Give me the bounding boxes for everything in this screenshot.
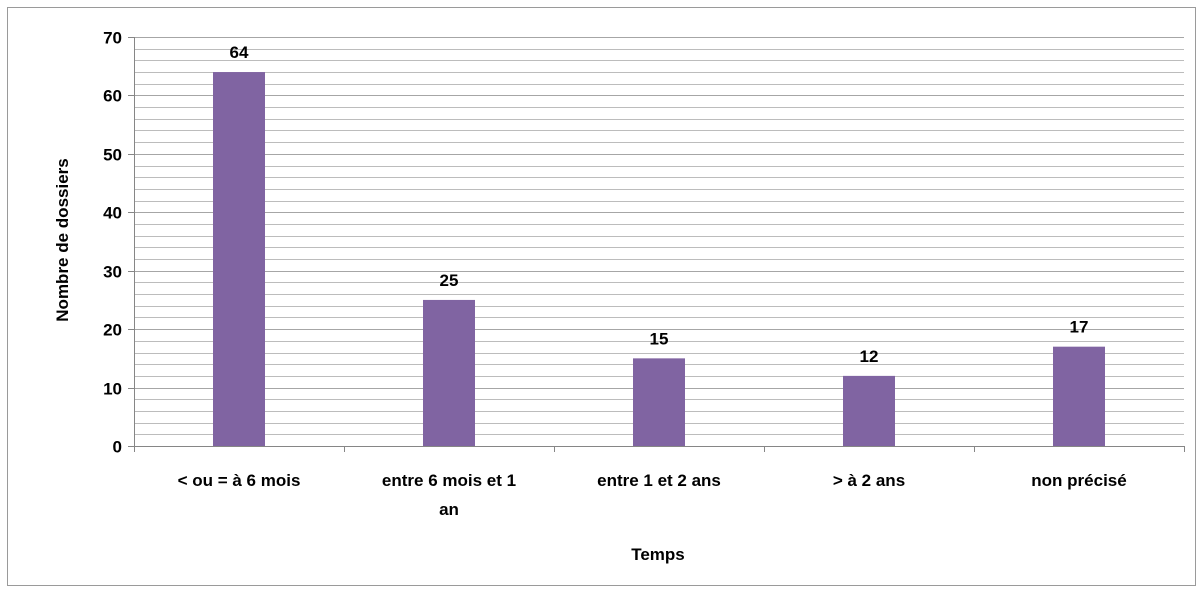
data-label: 12 xyxy=(860,347,879,366)
bar xyxy=(633,358,685,446)
bar xyxy=(843,375,895,446)
y-axis-title: Nombre de dossiers xyxy=(53,158,72,321)
x-category-label: > à 2 ans xyxy=(833,471,905,490)
data-label: 15 xyxy=(650,329,669,348)
x-category-label: entre 1 et 2 ans xyxy=(597,471,721,490)
data-label: 64 xyxy=(230,43,249,62)
y-tick-label: 20 xyxy=(103,321,122,340)
chart-frame xyxy=(7,7,1196,586)
x-category-label: < ou = à 6 mois xyxy=(178,471,301,490)
y-tick-label: 0 xyxy=(113,438,122,457)
axes xyxy=(128,37,1185,452)
bar xyxy=(423,299,475,446)
y-tick-label: 50 xyxy=(103,146,122,165)
y-tick-label: 10 xyxy=(103,380,122,399)
y-tick-label: 60 xyxy=(103,87,122,106)
bar xyxy=(213,72,265,447)
x-category-label: entre 6 mois et 1 xyxy=(382,471,516,490)
labels: 0 10 20 30 40 50 60 70 64 < ou = à 6 mois 25 entre … xyxy=(103,29,1127,520)
gridlines xyxy=(134,37,1184,435)
y-tick-label: 30 xyxy=(103,263,122,282)
data-label: 17 xyxy=(1070,318,1089,337)
y-tick-label: 40 xyxy=(103,204,122,223)
bars xyxy=(213,72,1105,447)
y-tick-label: 70 xyxy=(103,29,122,48)
bar xyxy=(1053,346,1105,446)
x-category-label: an xyxy=(439,500,459,519)
x-category-label: non précisé xyxy=(1031,471,1126,490)
x-axis-title: Temps xyxy=(631,545,685,564)
data-label: 25 xyxy=(440,271,459,290)
